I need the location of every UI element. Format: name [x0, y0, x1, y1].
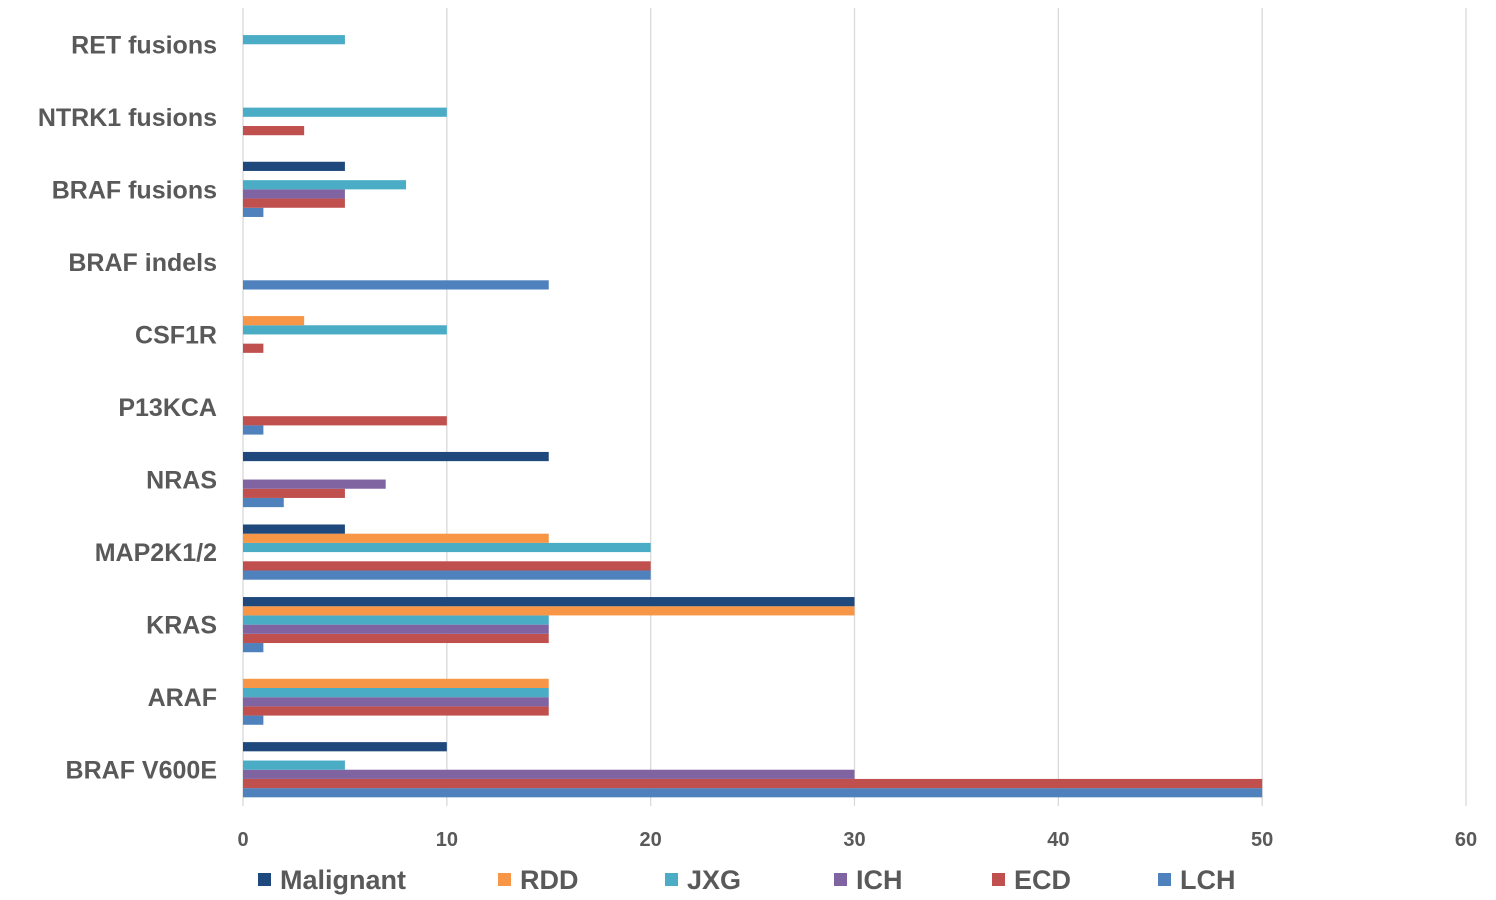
bar-malignant-map2k1-2 [243, 524, 345, 533]
category-labels: BRAF V600E ARAF KRAS MAP2K1/2 NRAS P13KCA CSF1… [38, 31, 217, 784]
bar-rdd-map2k1-2 [243, 534, 549, 543]
x-tick-labels: 0 10 20 30 40 50 60 [237, 829, 1477, 851]
x-tick-label: 0 [237, 829, 248, 851]
bar-lch-map2k1-2 [243, 570, 651, 579]
legend-swatch-jxg [665, 873, 678, 886]
bar-malignant-braf-fusions [243, 162, 345, 171]
legend-label-ich: ICH [856, 865, 903, 895]
bar-ecd-braf-fusions [243, 199, 345, 208]
bar-ich-araf [243, 697, 549, 706]
legend-label-lch: LCH [1180, 865, 1236, 895]
x-tick-label: 10 [436, 829, 458, 851]
bar-ecd-ntrk1-fusions [243, 126, 304, 135]
bar-jxg-csf1r [243, 325, 447, 334]
x-tick-label: 50 [1251, 829, 1273, 851]
x-tick-label: 30 [843, 829, 865, 851]
bar-ecd-csf1r [243, 344, 263, 353]
category-label: NRAS [146, 467, 217, 495]
bar-malignant-kras [243, 597, 855, 606]
legend-swatch-rdd [498, 873, 511, 886]
bar-rdd-araf [243, 679, 549, 688]
bar-malignant-braf-v600e [243, 742, 447, 751]
bar-ich-kras [243, 625, 549, 634]
x-tick-label: 60 [1455, 829, 1477, 851]
category-label: ARAF [148, 684, 217, 712]
bar-lch-braf-fusions [243, 208, 263, 217]
legend: Malignant RDD JXG ICH ECD LCH [258, 865, 1236, 895]
category-label: BRAF V600E [66, 757, 217, 785]
bar-ich-nras [243, 480, 386, 489]
bar-ecd-map2k1-2 [243, 561, 651, 570]
bar-ecd-braf-v600e [243, 779, 1262, 788]
category-label: BRAF indels [68, 249, 217, 277]
bar-lch-braf-v600e [243, 788, 1262, 797]
bar-jxg-araf [243, 688, 549, 697]
bar-lch-araf [243, 716, 263, 725]
bar-ich-braf-fusions [243, 189, 345, 198]
bar-lch-p13kca [243, 425, 263, 434]
bar-ich-braf-v600e [243, 770, 855, 779]
bar-ecd-araf [243, 706, 549, 715]
bar-ecd-kras [243, 634, 549, 643]
legend-swatch-malignant [258, 873, 271, 886]
legend-label-malignant: Malignant [280, 865, 406, 895]
bar-rdd-csf1r [243, 316, 304, 325]
bar-jxg-kras [243, 615, 549, 624]
legend-swatch-lch [1158, 873, 1171, 886]
category-label: KRAS [146, 612, 217, 640]
x-tick-label: 40 [1047, 829, 1069, 851]
category-label: CSF1R [135, 321, 217, 349]
bar-jxg-ntrk1-fusions [243, 108, 447, 117]
bar-lch-kras [243, 643, 263, 652]
category-label: NTRK1 fusions [38, 104, 217, 132]
x-tick-label: 20 [640, 829, 662, 851]
bar-jxg-map2k1-2 [243, 543, 651, 552]
bar-lch-braf-indels [243, 280, 549, 289]
bar-jxg-ret-fusions [243, 35, 345, 44]
bar-jxg-braf-fusions [243, 180, 406, 189]
legend-swatch-ich [834, 873, 847, 886]
category-label: MAP2K1/2 [95, 539, 217, 567]
bar-lch-nras [243, 498, 284, 507]
bar-jxg-braf-v600e [243, 761, 345, 770]
legend-swatch-ecd [992, 873, 1005, 886]
bar-malignant-nras [243, 452, 549, 461]
category-label: P13KCA [118, 394, 217, 422]
category-label: RET fusions [71, 31, 217, 59]
bar-rdd-kras [243, 606, 855, 615]
legend-label-ecd: ECD [1014, 865, 1071, 895]
bar-ecd-p13kca [243, 416, 447, 425]
bars [243, 35, 1262, 797]
category-label: BRAF fusions [52, 176, 217, 204]
bar-ecd-nras [243, 489, 345, 498]
legend-label-rdd: RDD [520, 865, 579, 895]
legend-label-jxg: JXG [687, 865, 741, 895]
